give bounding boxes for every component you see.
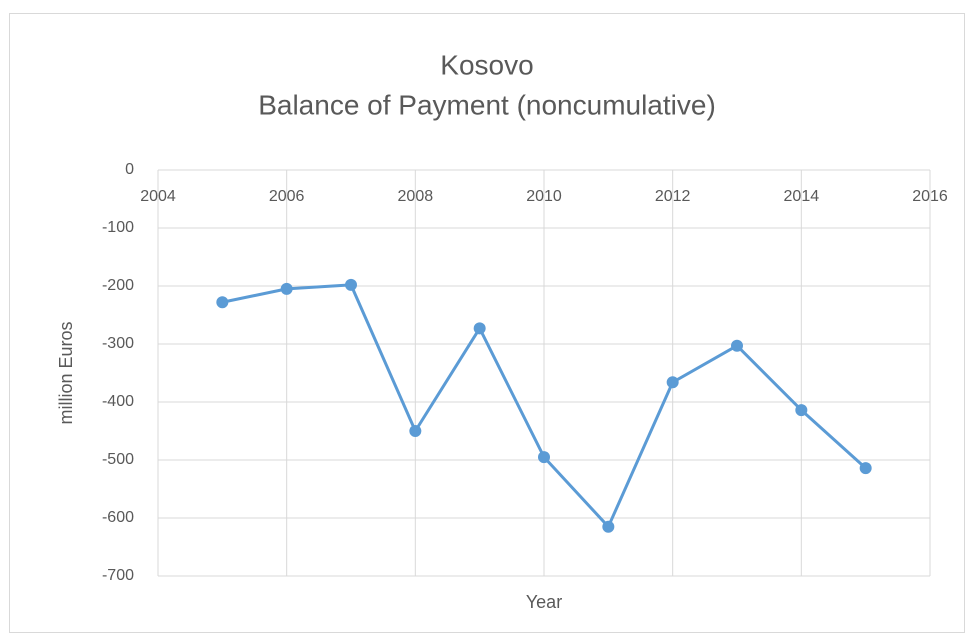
y-tick-label: -300 <box>102 335 134 352</box>
y-tick-label: -400 <box>102 393 134 410</box>
data-point <box>602 520 615 533</box>
data-point <box>216 296 229 309</box>
x-tick-label: 2010 <box>526 188 562 205</box>
x-tick-label: 2014 <box>784 188 820 205</box>
data-point <box>666 376 679 389</box>
y-tick-label: -600 <box>102 509 134 526</box>
data-point <box>345 278 357 291</box>
data-point <box>409 425 422 437</box>
x-tick-label: 2008 <box>398 188 434 205</box>
chart-title: Kosovo <box>440 49 533 80</box>
x-tick-label: 2006 <box>269 188 305 205</box>
y-tick-label: 0 <box>125 161 134 178</box>
y-tick-label: -200 <box>102 277 134 294</box>
data-point <box>538 451 550 464</box>
data-point <box>859 462 872 475</box>
x-tick-label: 2016 <box>912 188 948 205</box>
chart-frame <box>9 13 965 633</box>
y-tick-label: -100 <box>102 219 134 236</box>
data-point <box>280 282 293 295</box>
data-point <box>795 404 808 417</box>
x-tick-label: 2012 <box>655 188 691 205</box>
y-tick-label: -500 <box>102 451 134 468</box>
data-point <box>731 339 743 352</box>
data-point <box>473 322 486 335</box>
y-tick-label: -700 <box>102 567 134 584</box>
chart-subtitle: Balance of Payment (noncumulative) <box>258 89 716 120</box>
x-tick-label: 2004 <box>140 188 176 205</box>
y-axis-label: million Euros <box>56 321 76 424</box>
x-axis-label: Year <box>526 592 562 612</box>
